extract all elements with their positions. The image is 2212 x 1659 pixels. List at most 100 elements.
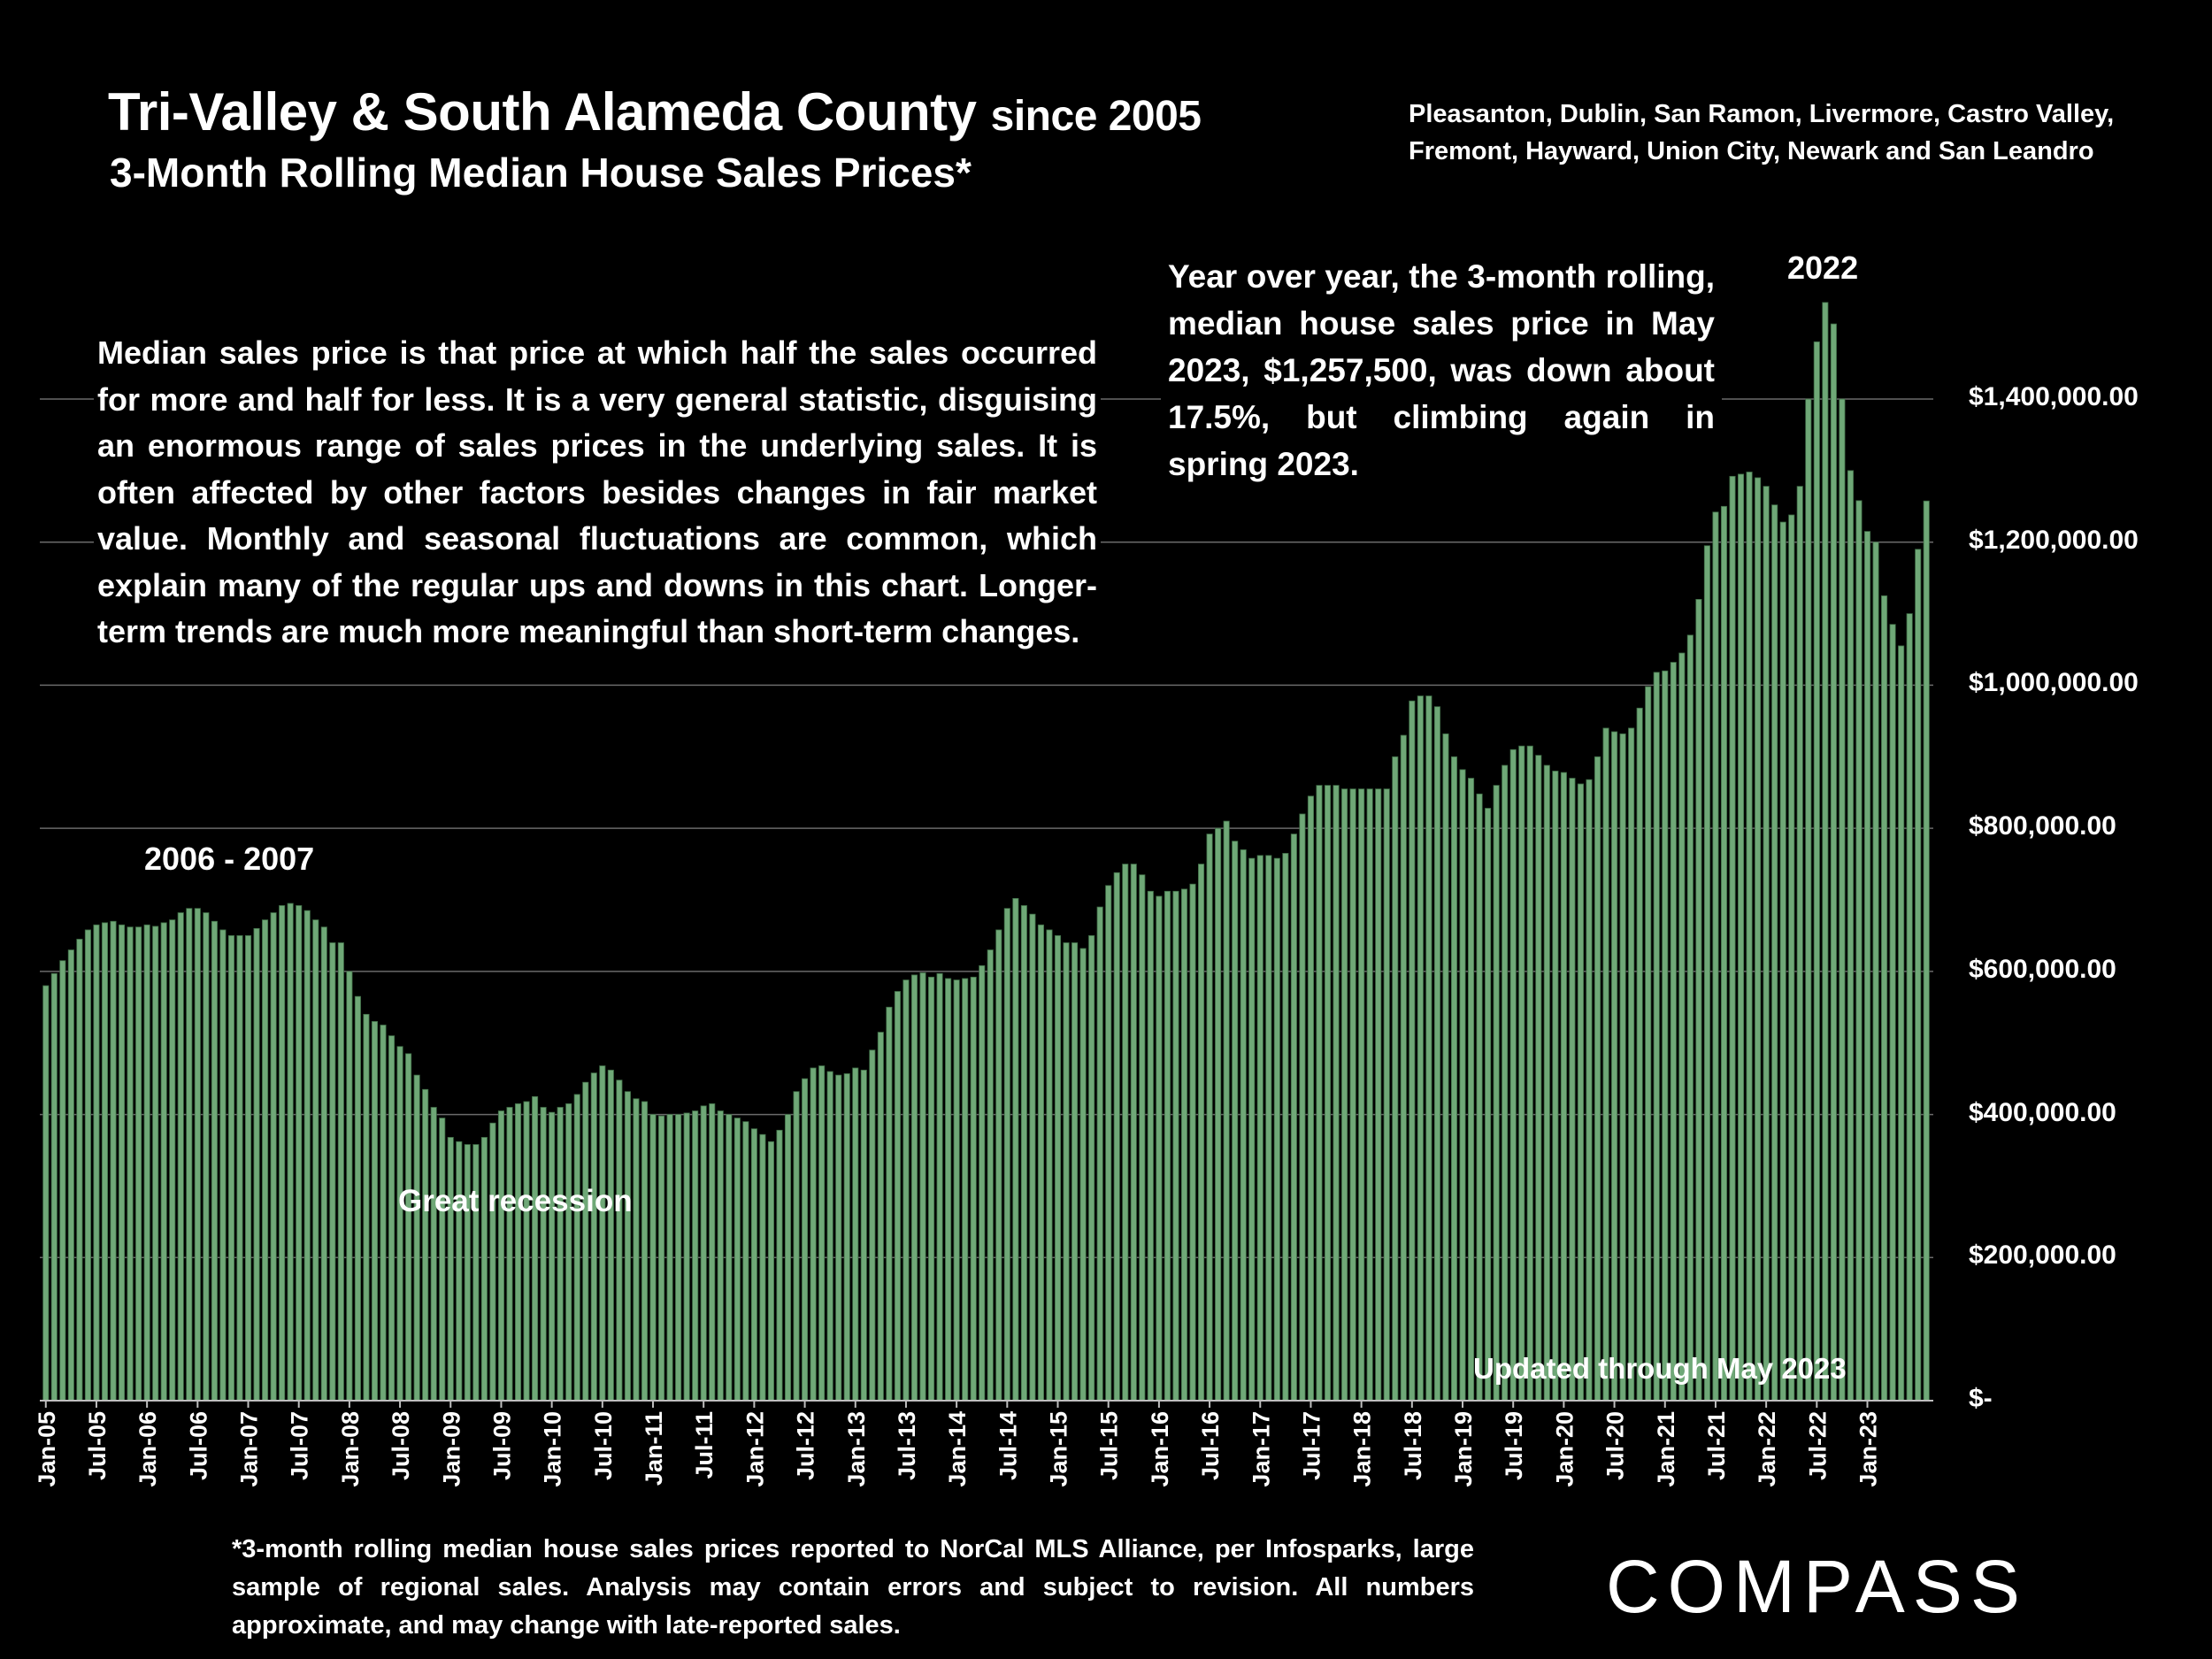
x-tick-label: Jan-15	[1046, 1411, 1072, 1487]
bar	[1476, 793, 1483, 1402]
bar	[759, 1133, 766, 1402]
bar	[1662, 670, 1669, 1402]
bar	[1400, 734, 1407, 1402]
bar	[160, 922, 167, 1402]
bar	[1450, 756, 1458, 1402]
x-tick-label: Jul-11	[691, 1411, 718, 1479]
bar	[67, 949, 74, 1402]
x-tick-label: Jul-15	[1096, 1411, 1123, 1480]
bar	[1122, 864, 1129, 1402]
bar	[1198, 864, 1205, 1402]
bar	[658, 1115, 665, 1402]
bar	[962, 978, 969, 1402]
x-tick-label: Jan-23	[1855, 1411, 1882, 1487]
bar	[1223, 820, 1230, 1402]
bar	[464, 1144, 471, 1402]
bar	[50, 972, 58, 1402]
x-tick-label: Jul-16	[1197, 1411, 1224, 1480]
bar	[1686, 634, 1694, 1402]
bar	[1383, 788, 1390, 1402]
bar	[1442, 733, 1449, 1402]
bar	[1518, 745, 1525, 1402]
bar	[1215, 827, 1222, 1402]
bar	[1602, 727, 1609, 1402]
bar	[1796, 486, 1803, 1402]
bar	[1273, 857, 1280, 1402]
cities-line-1: Pleasanton, Dublin, San Ramon, Livermore…	[1409, 100, 2115, 128]
bar	[733, 1118, 741, 1402]
bar	[110, 920, 117, 1402]
bar	[641, 1101, 649, 1402]
bar	[599, 1065, 606, 1402]
bar	[236, 935, 243, 1402]
bar	[1763, 486, 1770, 1402]
bar	[262, 919, 269, 1402]
updated-through-label: Updated through May 2023	[1473, 1352, 1847, 1385]
cities-line-2: Fremont, Hayward, Union City, Newark and…	[1409, 137, 2094, 165]
bar	[726, 1114, 733, 1402]
bar	[1502, 764, 1509, 1402]
bar	[337, 942, 344, 1402]
bar	[430, 1107, 437, 1402]
bar	[211, 920, 218, 1402]
x-tick-label: Jan-09	[438, 1411, 465, 1487]
bar	[573, 1094, 580, 1402]
bar	[540, 1107, 547, 1402]
bar	[413, 1074, 420, 1402]
bar	[506, 1107, 513, 1402]
bar	[810, 1067, 817, 1402]
bar	[1468, 778, 1475, 1402]
bar	[279, 905, 286, 1402]
bar	[203, 912, 210, 1402]
bar	[902, 979, 910, 1402]
x-tick-label: Jul-05	[84, 1411, 111, 1480]
bar	[371, 1021, 379, 1402]
bar	[1569, 778, 1576, 1402]
x-tick-label: Jul-14	[995, 1411, 1021, 1480]
bar	[1636, 707, 1643, 1402]
bar	[1299, 813, 1306, 1402]
bar	[194, 908, 201, 1402]
bar	[590, 1072, 597, 1402]
median-explanation-note: Median sales price is that price at whic…	[94, 330, 1101, 656]
bar	[1409, 700, 1416, 1402]
x-tick-label: Jul-08	[388, 1411, 414, 1480]
bar	[303, 910, 311, 1402]
annotation-2006-2007: 2006 - 2007	[144, 841, 315, 877]
bar	[1113, 872, 1120, 1402]
x-tick-label: Jan-06	[134, 1411, 161, 1487]
bar	[1316, 785, 1323, 1402]
bar	[557, 1107, 564, 1402]
x-tick-label: Jan-11	[641, 1411, 667, 1486]
bar	[329, 942, 336, 1402]
bar	[523, 1101, 530, 1402]
bar	[93, 924, 100, 1402]
bar	[607, 1070, 614, 1402]
x-tick-label: Jul-09	[488, 1411, 515, 1480]
x-tick-label: Jul-07	[287, 1411, 313, 1480]
bar	[472, 1144, 480, 1402]
bar	[101, 922, 109, 1402]
bar	[1830, 323, 1837, 1402]
bar	[843, 1073, 850, 1402]
bar	[296, 905, 303, 1402]
bar	[1003, 908, 1010, 1402]
bar	[1822, 302, 1829, 1402]
bar	[405, 1053, 412, 1402]
bar	[1738, 473, 1745, 1402]
x-tick-label: Jan-08	[337, 1411, 364, 1487]
annotation-great-recession: Great recession	[398, 1184, 633, 1218]
bar	[1653, 672, 1660, 1402]
footnote: *3-month rolling median house sales pric…	[232, 1535, 1474, 1640]
bar	[447, 1137, 454, 1402]
bar	[1139, 874, 1146, 1402]
annotation-2022: 2022	[1787, 250, 1859, 286]
y-tick-label: $200,000.00	[1969, 1240, 2116, 1271]
bar	[683, 1112, 690, 1402]
bar	[549, 1111, 556, 1402]
x-tick-label: Jul-18	[1400, 1411, 1426, 1480]
bar	[826, 1071, 833, 1402]
bar	[1543, 764, 1550, 1402]
bar	[1164, 890, 1171, 1402]
bar	[514, 1103, 522, 1402]
